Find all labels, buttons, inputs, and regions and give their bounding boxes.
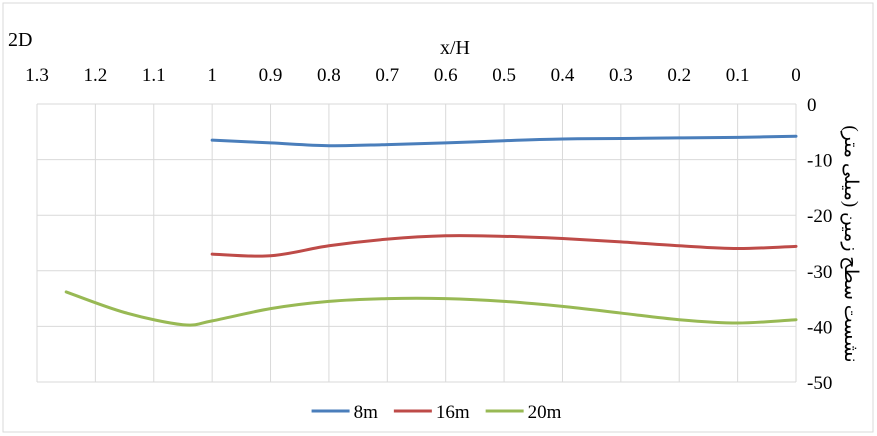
x-tick-label: 0.9: [259, 65, 283, 86]
x-tick-label: 0.8: [317, 65, 341, 86]
x-tick-label: 0.5: [492, 65, 516, 86]
y-axis-ticks: 0 -10 -20 -30 -40 -50: [807, 95, 832, 394]
chart-title: 2D: [8, 29, 32, 51]
x-tick-label: 1.1: [142, 65, 166, 86]
y-tick-label: 0: [807, 95, 817, 116]
legend: 8m 16m 20m: [311, 402, 562, 423]
legend-label-8m: 8m: [354, 402, 379, 423]
x-axis-ticks: 1.3 1.2 1.1 1 0.9 0.8 0.7 0.6 0.5 0.4 0.3 0.2 0.1 0: [25, 65, 801, 86]
y-tick-label: -20: [807, 206, 832, 227]
x-tick-label: 1: [207, 65, 217, 86]
x-tick-label: 0.3: [609, 65, 633, 86]
x-tick-label: 0.2: [667, 65, 691, 86]
x-tick-label: 0: [791, 65, 801, 86]
legend-label-20m: 20m: [528, 402, 562, 423]
series-line-20m: [64, 290, 798, 327]
series-lines: [64, 134, 798, 327]
y-tick-label: -50: [807, 373, 832, 394]
x-tick-label: 1.3: [25, 65, 49, 86]
y-axis-label: نشست سطح زمین (میلی متر): [840, 125, 861, 362]
x-tick-label: 0.4: [551, 65, 575, 86]
y-tick-label: -10: [807, 151, 832, 172]
x-axis-label: x/H: [440, 37, 470, 59]
x-tick-label: 0.6: [434, 65, 458, 86]
y-tick-label: -40: [807, 317, 832, 338]
x-tick-label: 0.7: [375, 65, 399, 86]
series-line-16m: [210, 234, 798, 258]
x-tick-label: 1.2: [84, 65, 108, 86]
grid: [36, 103, 797, 383]
series-line-8m: [210, 134, 798, 148]
legend-label-16m: 16m: [436, 402, 470, 423]
y-tick-label: -30: [807, 262, 832, 283]
x-tick-label: 0.1: [726, 65, 750, 86]
